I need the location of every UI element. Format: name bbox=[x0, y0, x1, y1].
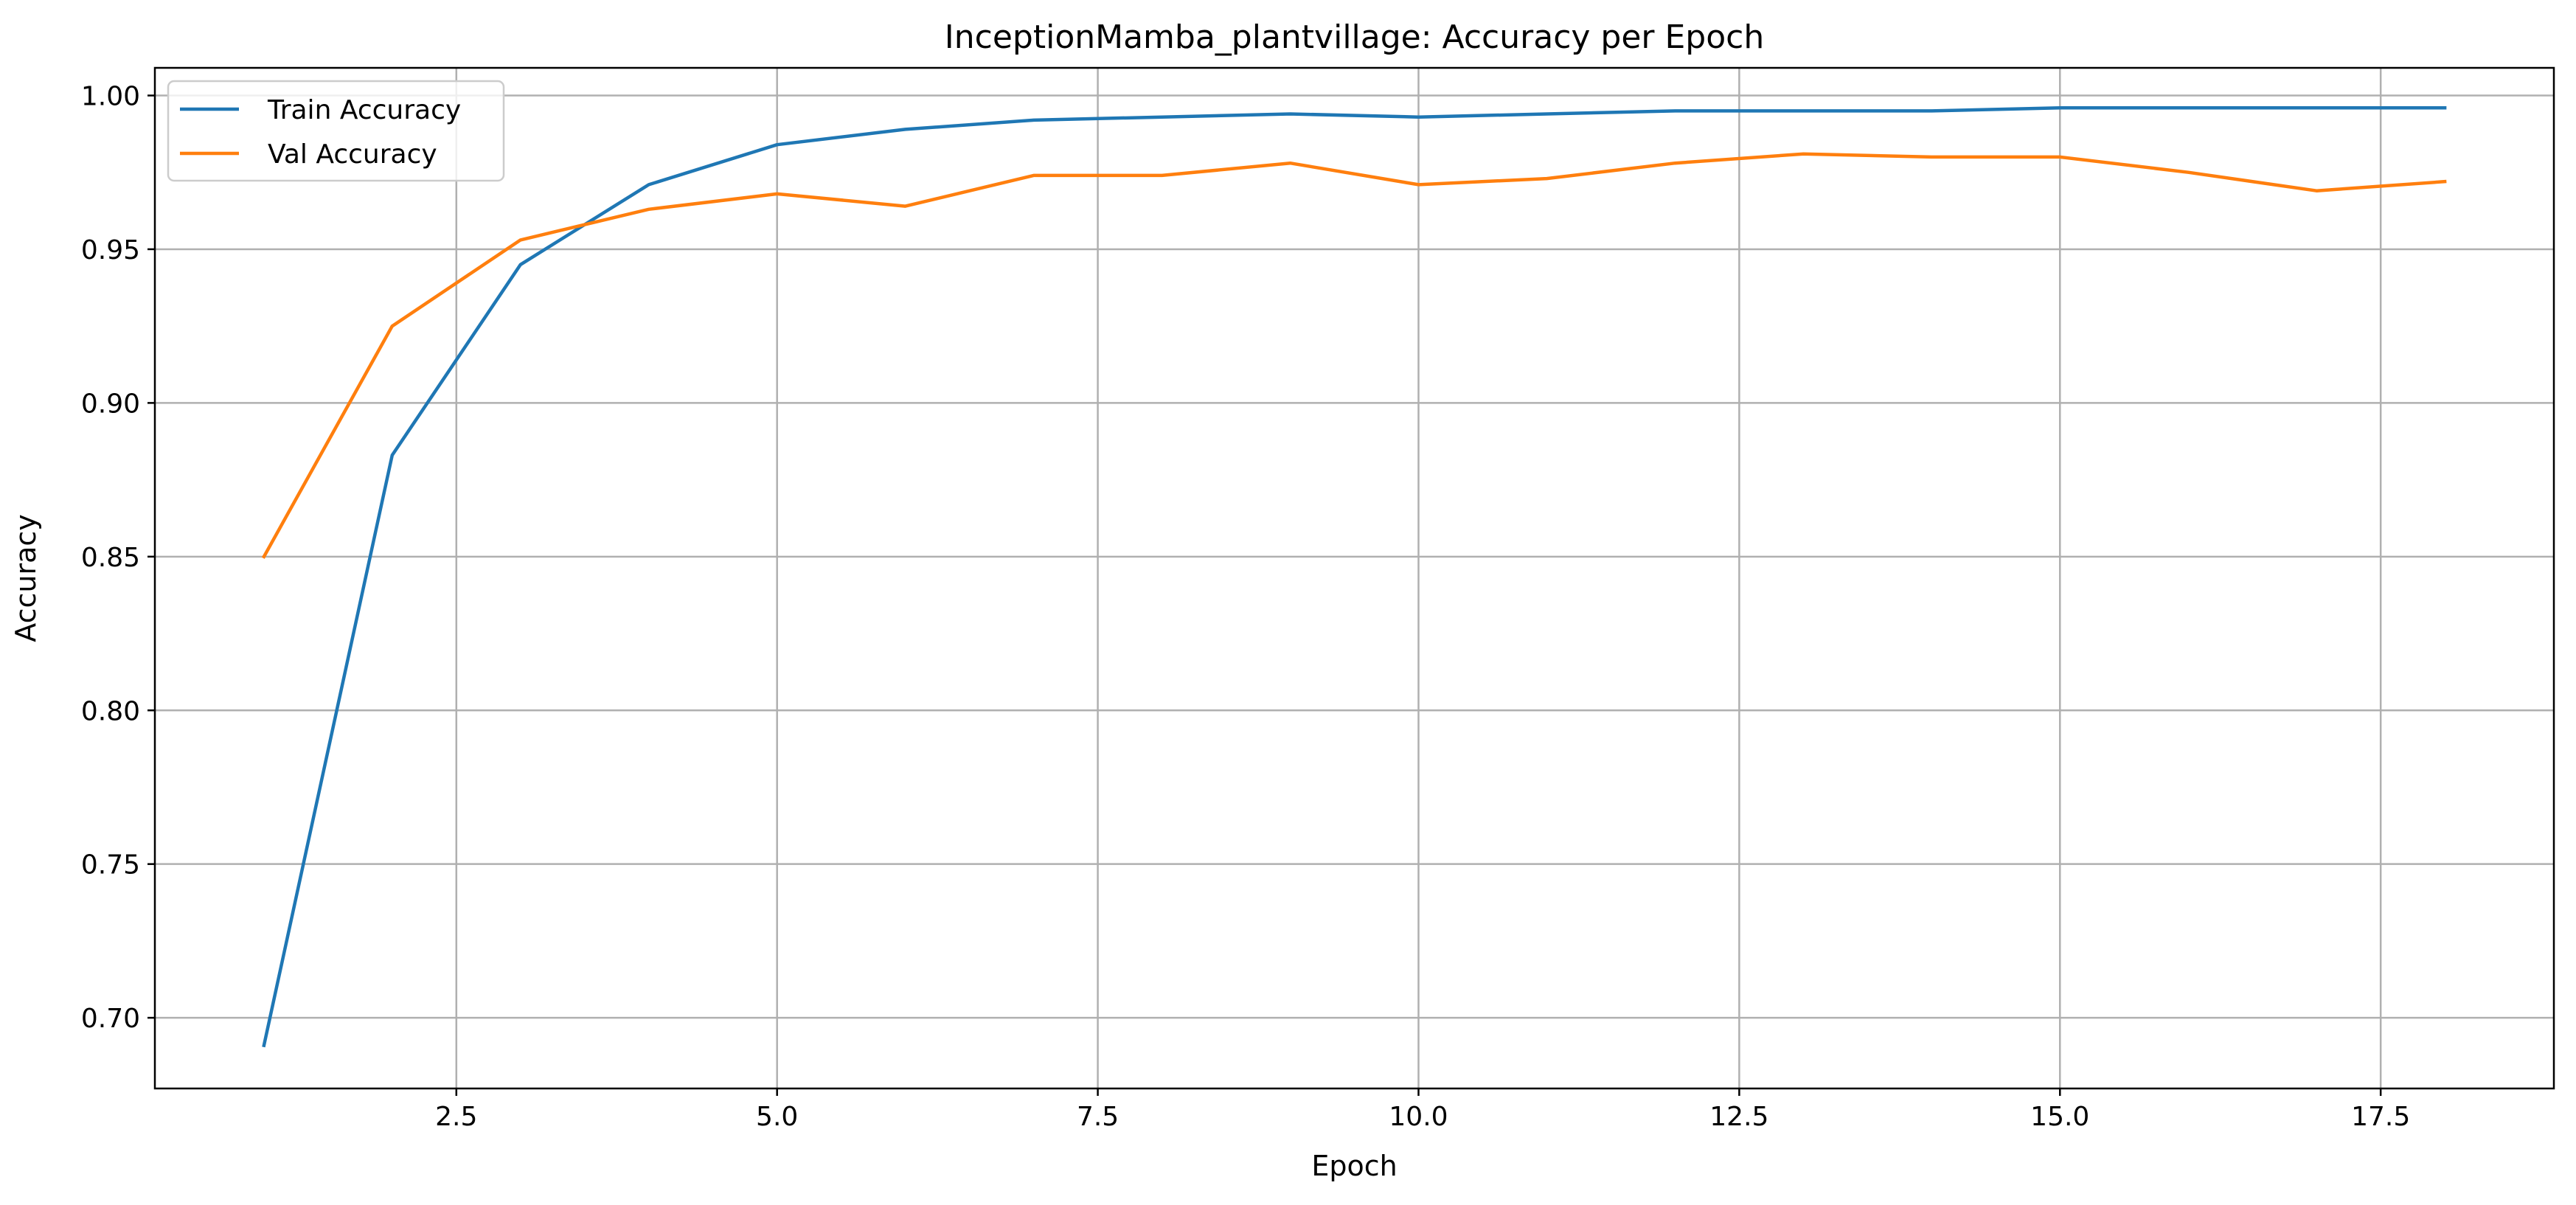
series-line-val-accuracy bbox=[261, 152, 2447, 559]
grid bbox=[155, 68, 2554, 1088]
axis-ticks: 2.5 5.0 7.5 10.0 12.5 15.0 17.5 0.70 0.75 0.80 0.8… bbox=[81, 82, 2410, 1132]
legend-label: Train Accuracy bbox=[267, 95, 461, 125]
chart-title: InceptionMamba_plantvillage: Accuracy pe… bbox=[945, 18, 1764, 56]
x-tick-label: 12.5 bbox=[1709, 1102, 1768, 1132]
y-tick-label: 0.80 bbox=[81, 696, 140, 726]
series-line-train-accuracy bbox=[262, 105, 2447, 1048]
legend-label: Val Accuracy bbox=[268, 139, 437, 170]
legend-box bbox=[167, 80, 505, 182]
y-tick-label: 0.90 bbox=[81, 389, 140, 419]
legend: Train Accuracy Val Accuracy bbox=[167, 80, 505, 182]
series-lines bbox=[261, 105, 2447, 1048]
plot-frame bbox=[153, 66, 2555, 1090]
y-tick-label: 0.75 bbox=[81, 850, 140, 881]
y-tick-label: 0.95 bbox=[81, 235, 140, 265]
x-tick-label: 15.0 bbox=[2030, 1102, 2089, 1132]
x-tick-label: 7.5 bbox=[1077, 1102, 1119, 1132]
x-axis-label: Epoch bbox=[1311, 1150, 1397, 1182]
y-tick-label: 0.85 bbox=[81, 543, 140, 573]
x-tick-label: 5.0 bbox=[756, 1102, 798, 1132]
x-tick-label: 2.5 bbox=[435, 1102, 477, 1132]
y-tick-label: 1.00 bbox=[81, 82, 140, 112]
y-axis-label: Accuracy bbox=[10, 514, 42, 642]
x-tick-label: 10.0 bbox=[1389, 1102, 1448, 1132]
y-tick-label: 0.70 bbox=[81, 1004, 140, 1034]
x-tick-label: 17.5 bbox=[2351, 1102, 2410, 1132]
